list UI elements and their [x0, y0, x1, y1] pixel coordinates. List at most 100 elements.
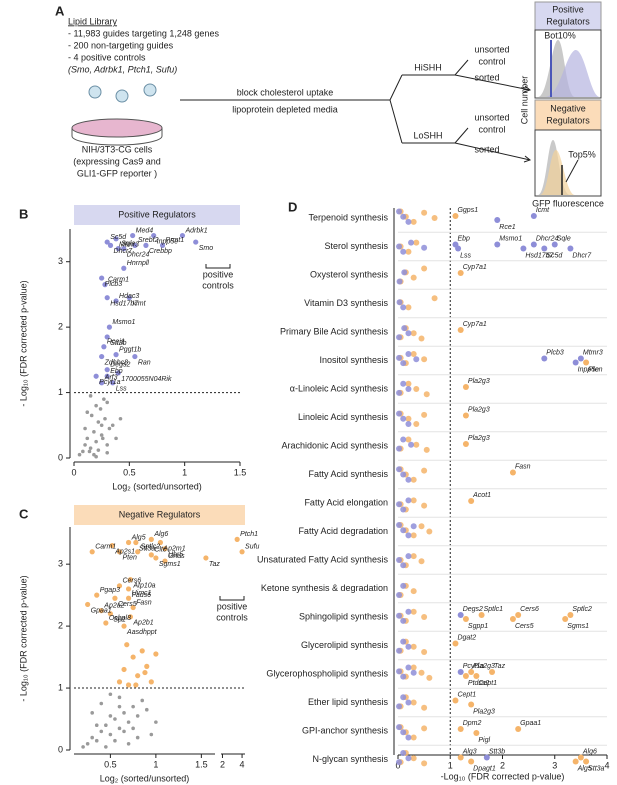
branch: sorted [474, 144, 499, 154]
labeled-point [107, 242, 114, 248]
gate-label: Top5% [568, 149, 596, 159]
labeled-point [104, 334, 110, 340]
cloud-point [421, 614, 428, 620]
hit-point [457, 726, 464, 732]
cloud-point [421, 467, 428, 474]
hit-point [462, 412, 469, 419]
box-title: Positive [552, 4, 584, 14]
hit-point [455, 245, 462, 252]
significant-point [125, 682, 132, 688]
cloud-point [400, 750, 407, 756]
category-label: Fatty Acid elongation [304, 497, 388, 507]
background-point [96, 448, 101, 452]
gene-label: Cyp7a1 [463, 264, 487, 271]
cloud-point [410, 523, 417, 530]
hit-point [541, 355, 548, 362]
labeled-point [101, 344, 107, 350]
treatment-text: block cholesterol uptake [237, 87, 334, 97]
branch: control [478, 124, 505, 134]
hit-point [468, 701, 475, 708]
category-label: Primary Bile Acid synthesis [280, 326, 389, 336]
cloud-point [405, 497, 412, 504]
background-point [105, 443, 109, 447]
gene-label: Hnrnpll [127, 260, 150, 267]
gene-label: Gpaa1 [520, 720, 541, 727]
background-point [77, 452, 82, 457]
cloud-point [405, 386, 412, 392]
category-label: Glycerophospholipid synthesis [266, 668, 388, 678]
background-point [104, 723, 108, 728]
background-point [103, 416, 107, 421]
x-axis-label: Log₂ (sorted/unsorted) [100, 773, 190, 783]
significant-point [148, 679, 154, 685]
labeled-point [179, 232, 186, 239]
hit-point [457, 669, 464, 675]
significant-point [130, 654, 136, 660]
gene-label: Cltc [154, 547, 167, 554]
cloud-point [421, 411, 428, 418]
chart-title: Negative Regulators [119, 509, 201, 519]
cloud-point [405, 699, 412, 706]
labeled-point [115, 370, 121, 376]
hit-point [468, 498, 475, 504]
background-point [118, 416, 123, 421]
labeled-point [106, 324, 113, 330]
gene-label: Pcyt1a [463, 663, 485, 670]
cloud-point [396, 354, 403, 361]
labeled-point [132, 353, 138, 360]
gene-label: Med4 [136, 227, 154, 234]
labeled-point [104, 373, 110, 379]
cloud-point [410, 218, 417, 225]
gene-label: Sqle [557, 235, 571, 242]
cloud-point [421, 244, 428, 251]
x-tick-label: 0 [71, 467, 76, 477]
hit-point [452, 640, 459, 647]
gene-label: Ap2s1 [114, 548, 135, 555]
background-point [94, 403, 98, 408]
labeled-point [133, 539, 139, 546]
gene-label: Pla2g3 [473, 708, 495, 715]
gene-label: Acot1 [472, 492, 491, 499]
hit-point [489, 669, 496, 675]
gene-label: Plcb3 [105, 281, 123, 288]
background-point [99, 701, 104, 706]
x-tick-label: 1.5 [195, 759, 208, 769]
background-point [85, 436, 90, 441]
gene-label: Osbpl8 [109, 615, 131, 622]
cloud-point [400, 471, 407, 478]
gene-label: Cers5 [118, 601, 137, 608]
cloud-point [396, 557, 403, 563]
hit-point [457, 327, 464, 333]
significant-point [144, 663, 150, 669]
cloud-point [431, 295, 438, 302]
cloud-point [405, 436, 412, 443]
cloud-point [400, 527, 407, 534]
hit-point [515, 726, 522, 732]
cloud-point [410, 497, 417, 504]
labeled-point [113, 236, 119, 242]
hit-point [494, 217, 501, 223]
cloud-point [400, 694, 407, 701]
gene-label: 1700055N04Rik [121, 376, 172, 383]
gene-label: Sc5d [546, 252, 563, 259]
category-label: Unsaturated Fatty Acid synthesis [257, 554, 389, 564]
gene-label: Atp10a [132, 582, 155, 589]
labeled-point [126, 295, 132, 301]
cloud-point [421, 760, 428, 767]
background-point [108, 692, 113, 697]
background-point [81, 449, 85, 454]
gene-label: Srebf2 [138, 237, 159, 244]
cloud-point [410, 664, 417, 671]
labeled-point [162, 546, 168, 552]
hit-point [572, 758, 579, 765]
cloud-point [423, 391, 430, 398]
gene-label: Lss [116, 386, 127, 393]
condition: LoSHH [413, 130, 442, 140]
category-label: α-Linoleic Acid synthesis [290, 383, 389, 393]
significant-point [135, 673, 141, 679]
cloud-point [410, 643, 417, 650]
background-point [135, 714, 140, 718]
x-tick-label: 2 [500, 760, 505, 770]
background-point [88, 394, 93, 398]
significant-point [116, 679, 123, 685]
